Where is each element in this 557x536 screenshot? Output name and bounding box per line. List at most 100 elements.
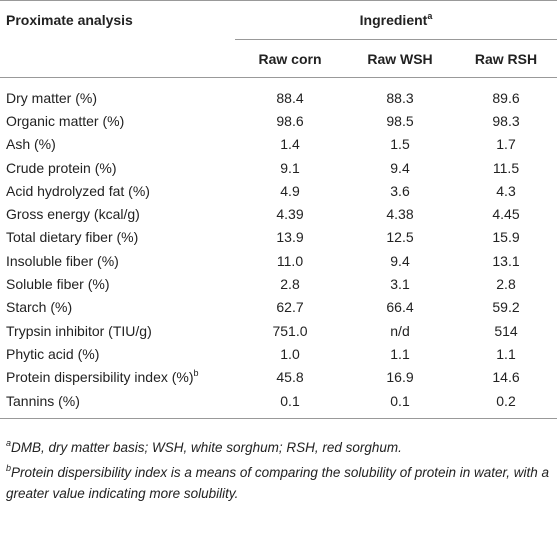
spacer xyxy=(0,78,557,87)
cell-value: 4.39 xyxy=(276,206,304,223)
cell-value: 98.3 xyxy=(492,112,520,129)
table-row: Phytic acid (%) 1.0 1.1 1.1 xyxy=(0,342,557,365)
cell-value: 0.2 xyxy=(455,388,557,420)
cell-value: 11.5 xyxy=(492,159,520,176)
group-label: Ingredient xyxy=(359,12,428,28)
footnotes: aDMB, dry matter basis; WSH, white sorgh… xyxy=(6,437,554,508)
cell-value: 13.9 xyxy=(276,229,304,246)
row-label: Insoluble fiber (%) xyxy=(6,252,119,269)
cell-value: 12.5 xyxy=(386,229,414,246)
row-label: Crude protein (%) xyxy=(6,159,117,176)
row-label: Protein dispersibility index (%) xyxy=(6,369,194,386)
row-label-cell: Soluble fiber (%) xyxy=(0,272,235,295)
cell-value: n/d xyxy=(390,322,410,339)
column-header: Raw WSH xyxy=(345,39,455,78)
cell-value: 98.5 xyxy=(386,112,414,129)
row-label-cell: Ash (%) xyxy=(0,133,235,156)
cell-value: 9.4 xyxy=(390,159,410,176)
row-label-cell: Gross energy (kcal/g) xyxy=(0,202,235,225)
row-label-cell: Insoluble fiber (%) xyxy=(0,249,235,272)
cell-value: 751.0 xyxy=(272,322,308,339)
cell-value: 88.4 xyxy=(276,89,304,106)
row-label: Acid hydrolyzed fat (%) xyxy=(6,182,150,199)
cell-value: 1.7 xyxy=(496,136,516,153)
row-label: Ash (%) xyxy=(6,136,56,153)
row-label-cell: Trypsin inhibitor (TIU/g) xyxy=(0,319,235,342)
table-row: Total dietary fiber (%) 13.9 12.5 15.9 xyxy=(0,226,557,249)
footnote-marker: b xyxy=(6,463,12,473)
cell-value: 1.0 xyxy=(280,345,300,362)
cell-value: 3.6 xyxy=(390,182,410,199)
cell-value: 2.8 xyxy=(496,276,516,293)
row-label: Gross energy (kcal/g) xyxy=(6,206,140,223)
footnote-marker: a xyxy=(6,438,12,448)
cell-value: 1.5 xyxy=(390,136,410,153)
table-row: Organic matter (%) 98.6 98.5 98.3 xyxy=(0,109,557,132)
cell-value: 16.9 xyxy=(386,369,414,386)
cell-value: 62.7 xyxy=(276,299,304,316)
footnote: bProtein dispersibility index is a means… xyxy=(6,462,554,504)
row-label: Soluble fiber (%) xyxy=(6,276,110,293)
cell-value: 2.8 xyxy=(280,276,300,293)
footnote-text: DMB, dry matter basis; WSH, white sorghu… xyxy=(11,440,402,455)
spacer-cell xyxy=(0,78,557,87)
row-label: Organic matter (%) xyxy=(6,112,125,129)
cell-value: 66.4 xyxy=(386,299,414,316)
row-label-cell: Crude protein (%) xyxy=(0,156,235,179)
row-label: Dry matter (%) xyxy=(6,89,97,106)
cell-value: 3.1 xyxy=(390,276,410,293)
cell-value: 0.1 xyxy=(345,388,455,420)
cell-value: 4.9 xyxy=(280,182,300,199)
cell-value: 89.6 xyxy=(492,89,520,106)
data-table: Proximate analysis Ingredienta Raw corn R… xyxy=(0,0,557,420)
cell-value: 11.0 xyxy=(276,252,304,269)
row-label-cell: Acid hydrolyzed fat (%) xyxy=(0,179,235,202)
column-header-row: Raw corn Raw WSH Raw RSH xyxy=(0,39,557,78)
footnote-text: Protein dispersibility index is a means … xyxy=(6,465,550,501)
table-row: Starch (%) 62.7 66.4 59.2 xyxy=(0,296,557,319)
cell-value: 1.1 xyxy=(496,345,516,362)
cell-value: 98.6 xyxy=(276,112,304,129)
table-row: Dry matter (%) 88.4 88.3 89.6 xyxy=(0,86,557,109)
table-row: Crude protein (%) 9.1 9.4 11.5 xyxy=(0,156,557,179)
table-row: Insoluble fiber (%) 11.0 9.4 13.1 xyxy=(0,249,557,272)
row-label: Starch (%) xyxy=(6,299,73,316)
row-label-cell: Organic matter (%) xyxy=(0,109,235,132)
column-header: Raw corn xyxy=(235,39,345,78)
row-label: Total dietary fiber (%) xyxy=(6,229,139,246)
cell-value: 4.45 xyxy=(492,206,520,223)
row-header: Proximate analysis xyxy=(0,0,235,40)
cell-value: 15.9 xyxy=(492,229,520,246)
footnote: aDMB, dry matter basis; WSH, white sorgh… xyxy=(6,437,554,458)
row-label-cell: Dry matter (%) xyxy=(0,86,235,109)
cell-value: 45.8 xyxy=(276,369,304,386)
group-header: Ingredienta xyxy=(235,0,557,40)
cell-value: 0.1 xyxy=(235,388,345,420)
row-label-cell: Total dietary fiber (%) xyxy=(0,226,235,249)
row-label-cell: Starch (%) xyxy=(0,296,235,319)
table-row: Ash (%) 1.4 1.5 1.7 xyxy=(0,133,557,156)
cell-value: 9.1 xyxy=(280,159,300,176)
blank-cell xyxy=(0,39,235,78)
row-label-cell: Tannins (%) xyxy=(0,388,235,420)
cell-value: 4.38 xyxy=(386,206,414,223)
table-row: Protein dispersibility index (%)b 45.8 16.… xyxy=(0,366,557,389)
cell-value: 514 xyxy=(494,322,518,339)
table-row: Gross energy (kcal/g) 4.39 4.38 4.45 xyxy=(0,202,557,225)
footnote-marker: b xyxy=(193,368,199,379)
cell-value: 88.3 xyxy=(386,89,414,106)
cell-value: 13.1 xyxy=(492,252,520,269)
cell-value: 1.1 xyxy=(390,345,410,362)
row-label: Tannins (%) xyxy=(6,392,80,409)
column-header: Raw RSH xyxy=(455,39,557,78)
footnote-marker: a xyxy=(427,11,433,21)
row-label-cell: Phytic acid (%) xyxy=(0,342,235,365)
cell-value: 1.4 xyxy=(280,136,300,153)
cell-value: 4.3 xyxy=(496,182,516,199)
table-row: Acid hydrolyzed fat (%) 4.9 3.6 4.3 xyxy=(0,179,557,202)
row-label: Trypsin inhibitor (TIU/g) xyxy=(6,322,152,339)
table-body: Dry matter (%) 88.4 88.3 89.6 Organic matter… xyxy=(0,78,557,420)
cell-value: 9.4 xyxy=(390,252,410,269)
table-row: Soluble fiber (%) 2.8 3.1 2.8 xyxy=(0,272,557,295)
